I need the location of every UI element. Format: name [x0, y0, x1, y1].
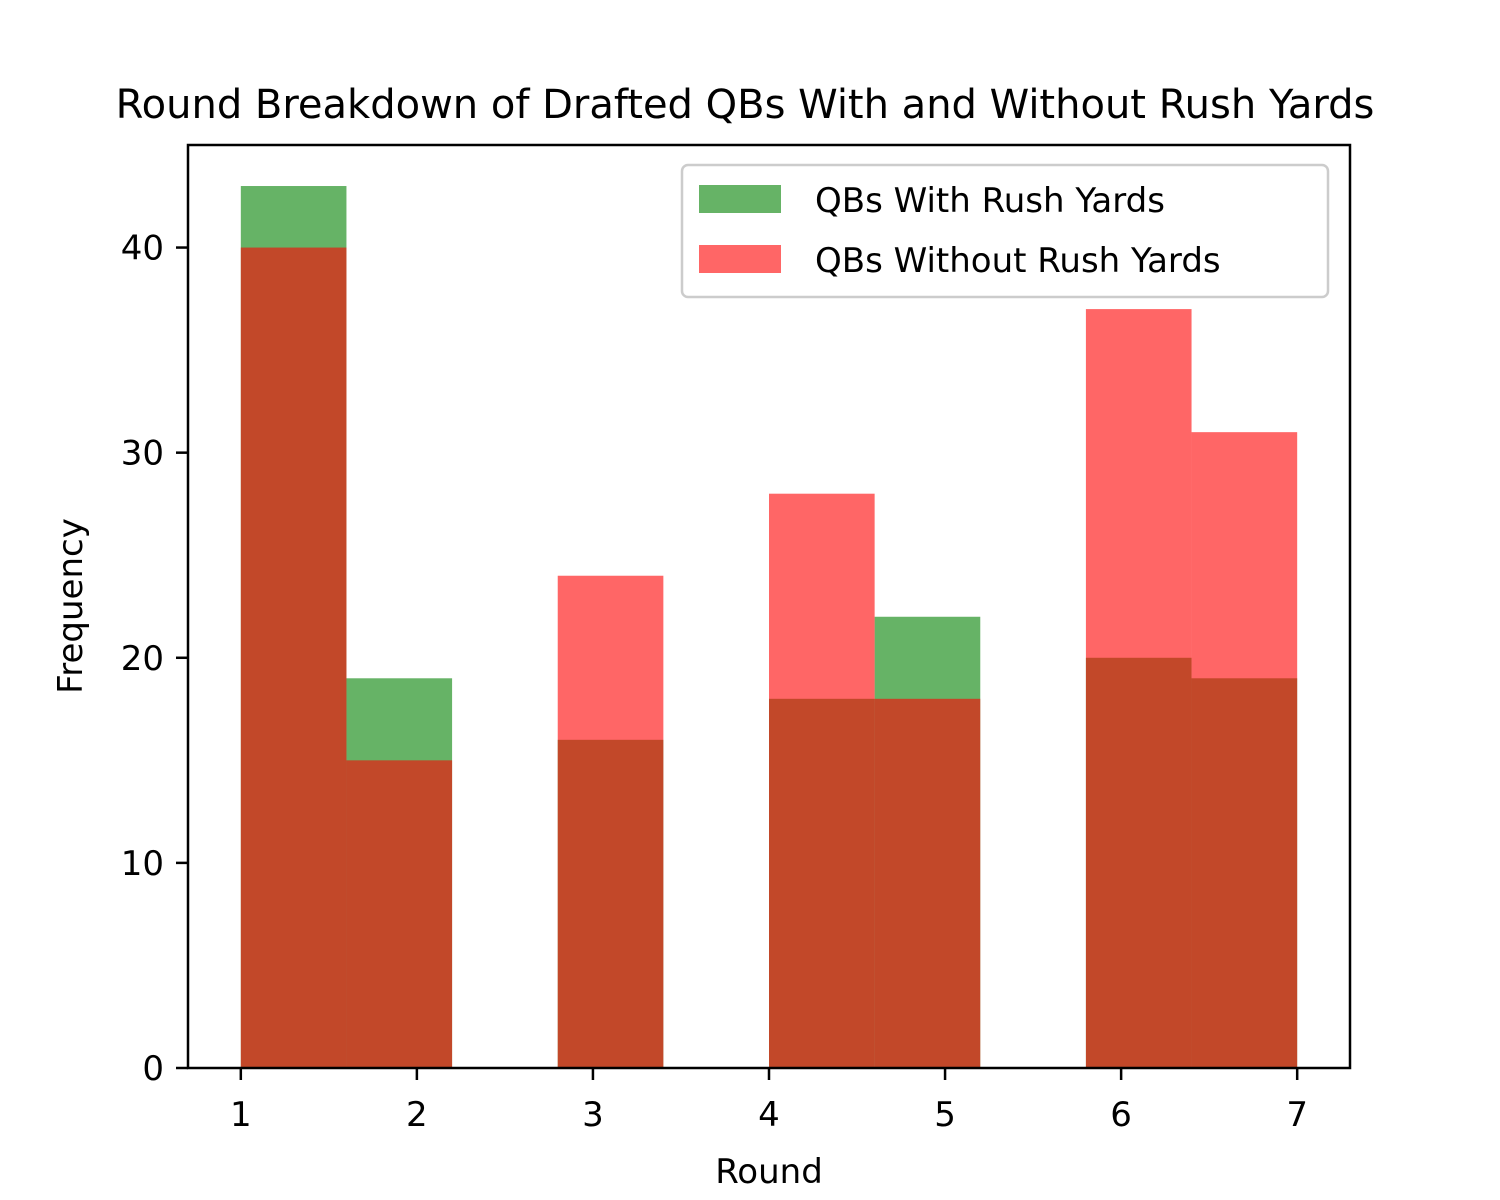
y-tick-label: 30 — [121, 434, 164, 474]
bar-series-1-bin-0 — [240, 247, 347, 1069]
bar-series-1-bin-6 — [874, 698, 981, 1068]
chart-title: Round Breakdown of Drafted QBs With and … — [116, 82, 1375, 128]
x-tick-label: 5 — [934, 1095, 956, 1135]
legend-box — [680, 163, 1330, 299]
y-tick-label: 0 — [142, 1049, 164, 1089]
bar-series-1-bin-8 — [1085, 309, 1192, 1069]
legend-label-without-rush-yards: QBs Without Rush Yards — [815, 241, 1221, 281]
y-tick-label: 10 — [121, 844, 164, 884]
x-tick-label: 6 — [1110, 1095, 1132, 1135]
x-tick-label: 4 — [758, 1095, 780, 1135]
y-axis: 0 10 20 30 40 — [121, 229, 188, 1089]
y-tick-label: 20 — [121, 639, 164, 679]
bars-group — [240, 186, 1298, 1069]
y-tick-label: 40 — [121, 229, 164, 269]
x-axis-label: Round — [715, 1152, 823, 1192]
bar-series-1-bin-5 — [769, 493, 875, 1068]
y-axis-label: Frequency — [51, 518, 91, 694]
x-tick-label: 2 — [406, 1095, 428, 1135]
bar-series-1-bin-9 — [1191, 432, 1298, 1069]
legend-swatch-without-rush-yards — [699, 245, 781, 273]
legend: QBs With Rush Yards QBs Without Rush Yar… — [680, 163, 1330, 299]
x-tick-label: 1 — [230, 1095, 252, 1135]
bar-series-1-bin-3 — [557, 575, 664, 1068]
bar-series-1-bin-1 — [346, 760, 453, 1068]
legend-swatch-with-rush-yards — [699, 185, 781, 213]
legend-label-with-rush-yards: QBs With Rush Yards — [815, 181, 1165, 221]
x-tick-label: 3 — [582, 1095, 604, 1135]
x-tick-label: 7 — [1286, 1095, 1308, 1135]
x-axis: 1 2 3 4 5 6 7 — [230, 1068, 1308, 1135]
